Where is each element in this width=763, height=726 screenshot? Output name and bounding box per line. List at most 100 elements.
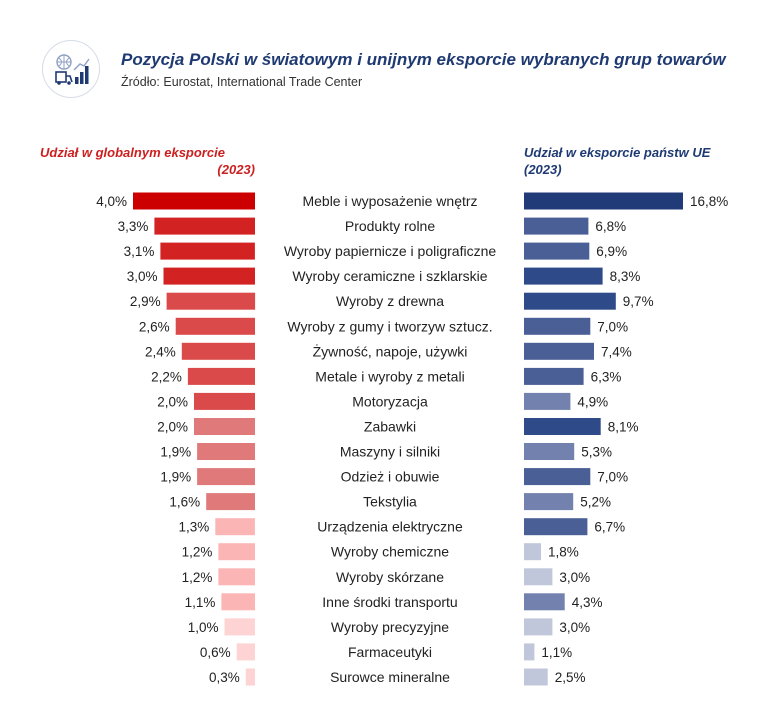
- right-value-label: 6,7%: [594, 520, 625, 535]
- left-value-label: 3,1%: [124, 244, 155, 259]
- category-label: Maszyny i silniki: [340, 444, 440, 460]
- right-bar: [524, 518, 588, 536]
- header: Pozycja Polski w światowym i unijnym eks…: [42, 40, 742, 100]
- right-bar: [524, 643, 535, 661]
- left-bar: [163, 267, 255, 285]
- left-value-label: 2,4%: [145, 344, 176, 359]
- right-value-label: 2,5%: [555, 670, 586, 685]
- right-value-label: 8,1%: [608, 420, 639, 435]
- left-value-label: 3,0%: [127, 269, 158, 284]
- left-value-label: 2,9%: [130, 294, 161, 309]
- left-value-label: 1,3%: [179, 520, 210, 535]
- left-bar: [224, 618, 255, 636]
- right-bar: [524, 593, 565, 611]
- right-value-label: 9,7%: [623, 294, 654, 309]
- right-value-label: 5,2%: [580, 495, 611, 510]
- left-bar: [245, 668, 255, 686]
- left-bar: [133, 192, 255, 210]
- left-value-label: 1,9%: [160, 445, 191, 460]
- left-panel-title-line2: (2023): [217, 162, 255, 177]
- category-label: Urządzenia elektryczne: [317, 519, 463, 535]
- category-label: Wyroby papiernicze i poligraficzne: [284, 243, 497, 259]
- right-panel-title-line1: Udział w eksporcie państw UE: [524, 145, 711, 160]
- right-bar: [524, 317, 591, 335]
- left-value-label: 2,6%: [139, 319, 170, 334]
- left-bar: [197, 468, 255, 486]
- left-bar: [218, 568, 255, 586]
- left-value-label: 2,0%: [157, 394, 188, 409]
- left-value-label: 1,2%: [182, 545, 213, 560]
- right-bar: [524, 418, 601, 435]
- category-label: Wyroby z gumy i tworzyw sztucz.: [287, 318, 492, 334]
- category-label: Meble i wyposażenie wnętrz: [302, 193, 477, 209]
- right-bar: [524, 267, 603, 285]
- left-value-label: 2,0%: [157, 420, 188, 435]
- left-panel-title-line1: Udział w globalnym eksporcie: [40, 145, 225, 160]
- right-panel-title-line2: (2023): [524, 162, 562, 177]
- right-bar: [524, 217, 589, 235]
- source-note: Źródło: Eurostat, International Trade Ce…: [121, 75, 363, 89]
- right-bar: [524, 367, 584, 385]
- left-panel-title: Udział w globalnym eksporcie (2023): [40, 144, 255, 178]
- right-value-label: 5,3%: [581, 445, 612, 460]
- category-label: Motoryzacja: [352, 393, 428, 409]
- right-bar: [524, 242, 590, 260]
- export-chart-icon: [55, 54, 90, 85]
- left-bar: [175, 317, 255, 335]
- right-bar: [524, 443, 575, 460]
- left-value-label: 1,6%: [169, 495, 200, 510]
- category-label: Wyroby precyzyjne: [331, 619, 449, 635]
- left-bar: [160, 242, 255, 260]
- left-bar: [181, 342, 255, 360]
- right-value-label: 7,0%: [597, 319, 628, 334]
- logo: [42, 40, 100, 98]
- left-value-label: 1,2%: [182, 570, 213, 585]
- right-bar: [524, 618, 553, 636]
- right-value-label: 3,0%: [559, 620, 590, 635]
- right-value-label: 6,9%: [596, 244, 627, 259]
- right-bar: [524, 543, 541, 561]
- left-bar: [166, 292, 256, 310]
- right-value-label: 4,3%: [572, 595, 603, 610]
- right-value-label: 6,8%: [595, 219, 626, 234]
- right-value-label: 1,1%: [541, 645, 572, 660]
- left-bar: [206, 493, 255, 511]
- left-value-label: 0,6%: [200, 645, 231, 660]
- right-bar: [524, 392, 571, 410]
- right-panel-title: Udział w eksporcie państw UE (2023): [524, 144, 754, 178]
- chart-title: Pozycja Polski w światowym i unijnym eks…: [121, 50, 726, 69]
- category-label: Żywność, napoje, używki: [313, 342, 468, 359]
- category-label: Wyroby z drewna: [336, 293, 444, 309]
- right-value-label: 7,0%: [597, 470, 628, 485]
- right-bar: [524, 342, 594, 360]
- category-label: Odzież i obuwie: [341, 469, 440, 485]
- left-value-label: 0,3%: [209, 670, 240, 685]
- left-bar: [236, 643, 255, 661]
- category-label: Wyroby skórzane: [336, 569, 444, 585]
- category-label: Farmaceutyki: [348, 644, 432, 660]
- category-label: Produkty rolne: [345, 218, 435, 234]
- category-label: Tekstylia: [363, 494, 417, 510]
- right-bar: [524, 493, 574, 511]
- category-label: Surowce mineralne: [330, 669, 450, 685]
- category-label: Wyroby ceramiczne i szklarskie: [292, 268, 487, 284]
- category-label: Wyroby chemiczne: [331, 544, 449, 560]
- right-bar: [524, 192, 683, 210]
- left-bar: [197, 443, 255, 460]
- left-value-label: 1,0%: [188, 620, 219, 635]
- right-value-label: 8,3%: [610, 269, 641, 284]
- left-bar: [215, 518, 255, 536]
- left-value-label: 2,2%: [151, 369, 182, 384]
- left-bar: [154, 217, 255, 235]
- category-label: Zabawki: [364, 419, 416, 435]
- right-value-label: 4,9%: [577, 394, 608, 409]
- category-label: Metale i wyroby z metali: [315, 368, 464, 384]
- left-bar: [218, 543, 255, 561]
- left-value-label: 3,3%: [118, 219, 149, 234]
- category-label: Inne środki transportu: [322, 594, 457, 610]
- left-value-label: 4,0%: [96, 194, 127, 209]
- left-bar: [194, 392, 255, 410]
- right-value-label: 6,3%: [591, 369, 622, 384]
- right-value-label: 1,8%: [548, 545, 579, 560]
